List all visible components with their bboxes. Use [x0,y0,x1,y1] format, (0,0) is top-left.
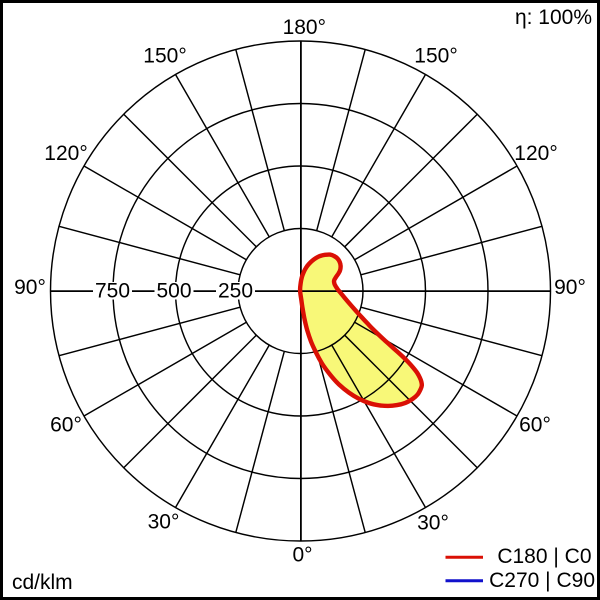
svg-text:250: 250 [218,280,253,303]
svg-text:90°: 90° [14,276,46,299]
svg-text:150°: 150° [414,45,457,68]
svg-text:cd/klm: cd/klm [12,571,73,594]
svg-text:750: 750 [95,280,130,303]
svg-text:η: 100%: η: 100% [515,6,592,29]
svg-text:0°: 0° [292,544,312,567]
svg-text:60°: 60° [519,413,551,436]
svg-text:90°: 90° [554,276,586,299]
svg-text:30°: 30° [148,511,180,534]
svg-text:C180 | C0: C180 | C0 [497,545,591,568]
svg-text:30°: 30° [417,512,449,535]
svg-text:120°: 120° [514,142,557,165]
svg-text:120°: 120° [44,142,87,165]
svg-text:60°: 60° [50,413,82,436]
svg-text:C270 | C90: C270 | C90 [489,569,595,592]
svg-text:180°: 180° [283,16,326,39]
svg-text:150°: 150° [143,45,186,68]
svg-text:500: 500 [156,280,191,303]
